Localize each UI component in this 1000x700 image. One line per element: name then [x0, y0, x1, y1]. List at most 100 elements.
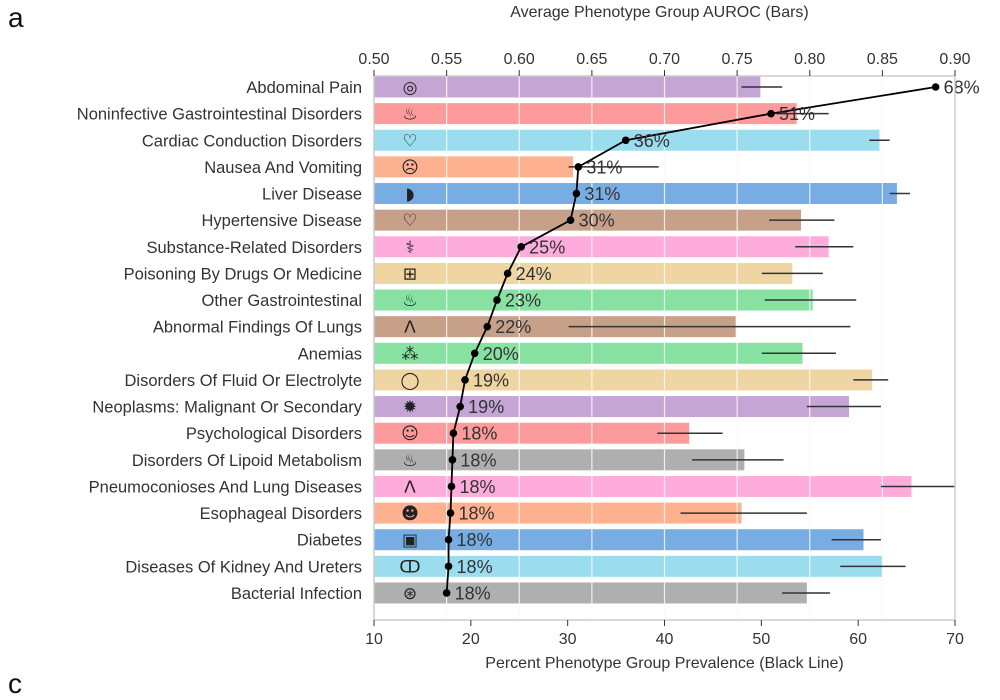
pill-bottle-icon: ⊞ — [403, 264, 417, 284]
category-labels: Abdominal Pain Noninfective Gastrointesti… — [77, 79, 363, 603]
nausea-face-icon: ☹ — [401, 158, 419, 178]
icons: ◎ ♨ ♡ ☹ ◗ ♡ ⚕ ⊞ ♨ ᐱ ⁂ ◯ ✹ ☺ ♨ ᐱ ☻ ▣ ↀ ⊛ — [399, 78, 420, 604]
bar — [374, 475, 912, 497]
bar — [374, 316, 736, 338]
bar — [374, 449, 745, 471]
category-label: Disorders Of Lipoid Metabolism — [132, 452, 362, 470]
bottom-tick-label: 10 — [365, 631, 383, 648]
category-label: Anemias — [298, 345, 362, 363]
prevalence-point — [931, 83, 940, 91]
prevalence-point — [767, 109, 775, 118]
category-label: Disorders Of Fluid Or Electrolyte — [125, 372, 362, 390]
prevalence-label: 18% — [458, 504, 494, 524]
top-tick-label: 0.80 — [794, 51, 825, 68]
error-bars — [568, 86, 955, 594]
category-label: Neoplasms: Malignant Or Secondary — [92, 399, 362, 417]
bar — [374, 209, 802, 231]
prevalence-point — [447, 482, 456, 491]
bar — [374, 76, 761, 98]
prevalence-label: 18% — [459, 477, 495, 497]
prevalence-point — [572, 189, 581, 198]
stomach-icon: ♨ — [402, 105, 417, 125]
liver-icon: ◗ — [406, 185, 415, 205]
category-label: Cardiac Conduction Disorders — [142, 132, 362, 150]
category-label: Bacterial Infection — [231, 585, 362, 603]
lungs-icon: ᐱ — [404, 477, 416, 497]
cancer-cell-icon: ✹ — [403, 398, 417, 418]
prevalence-label: 31% — [584, 184, 620, 204]
category-label: Abdominal Pain — [246, 79, 362, 97]
prevalence-point — [483, 322, 492, 331]
panel-label-a: a — [8, 2, 24, 33]
top-tick-label: 0.65 — [576, 51, 607, 68]
prevalence-label: 23% — [505, 291, 541, 311]
bar — [374, 555, 883, 577]
prevalence-label: 36% — [634, 131, 670, 151]
category-label: Esophageal Disorders — [200, 505, 362, 523]
prevalence-point — [470, 349, 479, 358]
prevalence-point — [448, 456, 457, 464]
top-tick-label: 0.90 — [939, 51, 970, 68]
prevalence-polyline — [445, 86, 936, 594]
category-label: Diabetes — [297, 532, 362, 550]
prevalence-point — [493, 296, 501, 304]
top-tick-label: 0.75 — [722, 51, 753, 68]
prevalence-point — [574, 163, 583, 171]
bottom-tick-label: 50 — [752, 631, 770, 648]
head-brain-icon: ☺ — [401, 424, 419, 444]
prevalence-point — [449, 429, 458, 437]
top-tick-label: 0.70 — [649, 51, 680, 68]
prevalence-line: 68% 51% 36% 31% 31% 30% 25% 24% 23% 22% 20% 19% 19% 1… — [442, 78, 980, 603]
prevalence-label: 19% — [473, 370, 509, 390]
bar — [374, 396, 849, 418]
bar — [374, 103, 797, 125]
prevalence-label: 18% — [461, 424, 497, 444]
prevalence-point — [621, 136, 630, 145]
bar — [374, 369, 873, 391]
throat-icon: ☻ — [401, 504, 419, 524]
bars — [374, 76, 912, 604]
bar — [374, 529, 864, 551]
top-tick-label: 0.85 — [867, 51, 898, 68]
lungs-icon: ᐱ — [404, 318, 416, 338]
blood-cells-icon: ⁂ — [402, 344, 419, 364]
bottom-tick-label: 30 — [559, 631, 577, 648]
prevalence-label: 25% — [529, 237, 565, 257]
target-pain-icon: ◎ — [403, 78, 418, 98]
heart-icon: ♡ — [402, 131, 417, 151]
glucose-meter-icon: ▣ — [402, 531, 418, 551]
category-label: Poisoning By Drugs Or Medicine — [124, 265, 362, 283]
category-label: Abnormal Findings Of Lungs — [153, 319, 362, 337]
category-label: Pneumoconioses And Lung Diseases — [89, 478, 362, 496]
category-label: Substance-Related Disorders — [146, 239, 362, 257]
prevalence-point — [456, 402, 464, 411]
category-label: Psychological Disorders — [186, 425, 362, 443]
prevalence-point — [503, 269, 512, 278]
bar — [374, 582, 807, 604]
top-tick-label: 0.50 — [358, 51, 389, 68]
category-label: Diseases Of Kidney And Ureters — [125, 558, 362, 576]
bottom-tick-label: 40 — [656, 631, 674, 648]
drop-icon: ◯ — [400, 371, 419, 391]
prevalence-label: 22% — [495, 317, 531, 337]
prevalence-label: 18% — [455, 583, 491, 603]
top-axis-title: Average Phenotype Group AUROC (Bars) — [510, 4, 809, 21]
prevalence-point — [442, 589, 451, 597]
bar — [374, 262, 793, 284]
bacteria-petri-icon: ⊛ — [403, 584, 417, 604]
syringe-pills-icon: ⚕ — [405, 238, 414, 258]
prevalence-point — [444, 562, 453, 571]
heart-pulse-icon: ♡ — [402, 211, 417, 231]
prevalence-label: 68% — [944, 78, 980, 98]
prevalence-label: 51% — [779, 104, 815, 124]
stomach-icon: ♨ — [402, 291, 417, 311]
prevalence-label: 20% — [483, 344, 519, 364]
prevalence-point — [461, 376, 469, 384]
category-label: Liver Disease — [262, 186, 362, 204]
prevalence-point — [444, 535, 453, 544]
bottom-tick-label: 20 — [462, 631, 480, 648]
bar — [374, 156, 573, 178]
prevalence-label: 24% — [516, 264, 552, 284]
prevalence-label: 19% — [468, 397, 504, 417]
